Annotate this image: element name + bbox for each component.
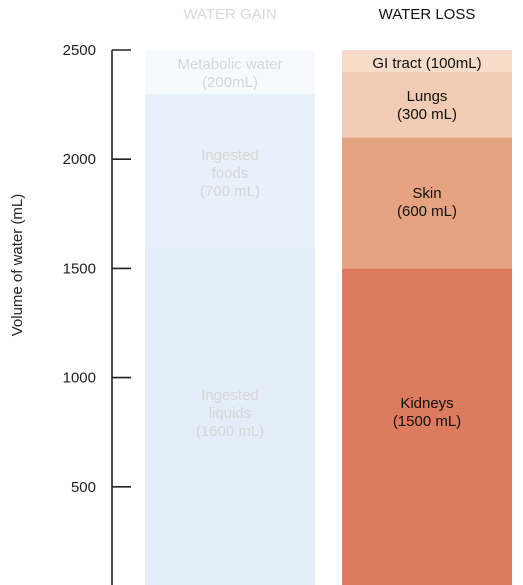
- y-tick-label-2000: 2000: [63, 151, 96, 168]
- loss-segment-label-2: Lungs (300 mL): [397, 88, 457, 123]
- gain-segment-1: [145, 93, 315, 247]
- loss-segment-0: [342, 268, 512, 585]
- y-tick-label-1500: 1500: [63, 260, 96, 277]
- loss-segment-label-0: Kidneys (1500 mL): [393, 395, 461, 430]
- water-loss-title: WATER LOSS: [378, 6, 476, 23]
- loss-segment-label-1: Skin (600 mL): [397, 185, 457, 220]
- y-tick-label-1000: 1000: [63, 370, 96, 387]
- loss-segment-2: [342, 71, 512, 138]
- gain-segment-label-2: Metabolic water (200mL): [177, 56, 282, 91]
- loss-segment-3: [342, 50, 512, 72]
- gain-segment-0: [145, 246, 315, 585]
- water-gain-title: WATER GAIN: [183, 6, 277, 23]
- gain-segment-label-1: Ingested foods (700 mL): [200, 147, 260, 200]
- gain-segment-label-0: Ingested liquids (1600 mL): [196, 387, 264, 440]
- loss-segment-1: [342, 137, 512, 269]
- y-tick-label-500: 500: [71, 479, 96, 496]
- y-tick-label-2500: 2500: [63, 42, 96, 59]
- gain-segment-2: [145, 50, 315, 94]
- loss-segment-label-3: GI tract (100mL): [372, 55, 481, 72]
- y-axis-label: Volume of water (mL): [9, 194, 26, 337]
